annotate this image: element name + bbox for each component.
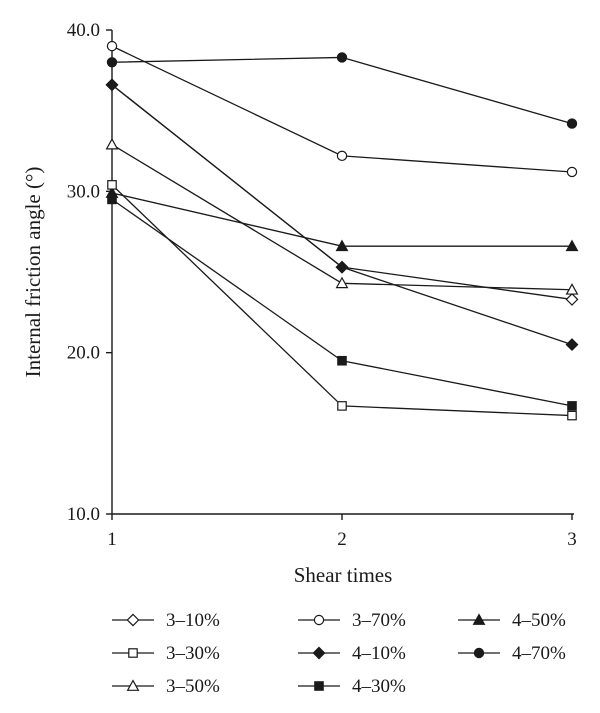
series-3 <box>107 180 577 421</box>
data-point <box>565 292 579 306</box>
series-2 <box>105 186 579 252</box>
legend: 3–10% 3–70% 4–50% 3–30% 4–10% 4–70% 3–50% 4–30% <box>112 610 566 697</box>
data-point <box>107 180 117 190</box>
legend-item: 4–30% <box>298 676 406 697</box>
data-point <box>105 78 119 92</box>
x-tick-label: 2 <box>337 529 347 550</box>
y-tick-label: 20.0 <box>67 343 100 364</box>
series-line <box>111 192 572 247</box>
legend-label: 3–70% <box>352 610 406 631</box>
legend-label: 3–10% <box>166 610 220 631</box>
series-line <box>111 56 573 125</box>
data-point <box>337 355 347 366</box>
data-point <box>106 40 118 52</box>
data-point <box>335 276 349 289</box>
legend-label: 3–50% <box>166 676 220 697</box>
legend-marker <box>126 679 140 691</box>
data-point <box>567 401 577 411</box>
legend-item: 4–50% <box>458 610 566 631</box>
series-line <box>111 198 573 407</box>
data-point <box>565 239 579 252</box>
y-tick-label: 40.0 <box>67 20 100 41</box>
series-4 <box>105 78 579 352</box>
data-point <box>337 401 347 411</box>
legend-item: 3–50% <box>112 676 220 697</box>
x-axis-title: Shear times <box>294 563 393 587</box>
data-point <box>567 410 577 421</box>
legend-marker <box>313 614 325 626</box>
data-point <box>335 260 349 274</box>
y-tick-label: 10.0 <box>67 504 100 525</box>
series-1 <box>106 40 578 178</box>
legend-marker <box>128 648 138 658</box>
legend-item: 3–70% <box>298 610 406 631</box>
legend-item: 3–10% <box>112 610 220 631</box>
data-point <box>565 283 579 295</box>
data-point <box>336 52 348 63</box>
legend-item: 4–10% <box>298 643 406 664</box>
series-line <box>111 184 573 417</box>
legend-label: 4–50% <box>512 610 566 631</box>
legend-marker <box>312 646 326 660</box>
data-point <box>335 239 349 252</box>
data-point <box>565 338 579 352</box>
legend-label: 4–10% <box>352 643 406 664</box>
legend-label: 4–30% <box>352 676 406 697</box>
ticks: 10.0 20.0 30.0 40.0 1 2 3 <box>67 20 577 550</box>
x-tick-label: 3 <box>567 529 577 550</box>
data-point <box>106 57 118 68</box>
y-tick-label: 30.0 <box>67 181 100 202</box>
legend-marker <box>314 681 324 691</box>
legend-marker <box>473 647 485 659</box>
series-line <box>111 84 573 346</box>
series-7 <box>107 194 577 411</box>
y-axis-title: Internal friction angle (°) <box>21 167 45 378</box>
data-point <box>107 194 117 205</box>
legend-marker <box>126 613 140 627</box>
data-point <box>105 137 119 150</box>
series-5 <box>106 52 578 129</box>
legend-item: 3–30% <box>112 643 220 664</box>
legend-marker <box>472 613 486 625</box>
legend-label: 4–70% <box>512 643 566 664</box>
x-tick-label: 1 <box>107 529 117 550</box>
data-point <box>336 150 348 162</box>
axes: Shear times Internal friction angle (°) <box>21 30 574 587</box>
series-layer <box>105 40 579 421</box>
legend-item: 4–70% <box>458 643 566 664</box>
data-point <box>566 166 578 178</box>
series-6 <box>105 137 579 295</box>
data-point <box>566 118 578 129</box>
legend-label: 3–30% <box>166 643 220 664</box>
